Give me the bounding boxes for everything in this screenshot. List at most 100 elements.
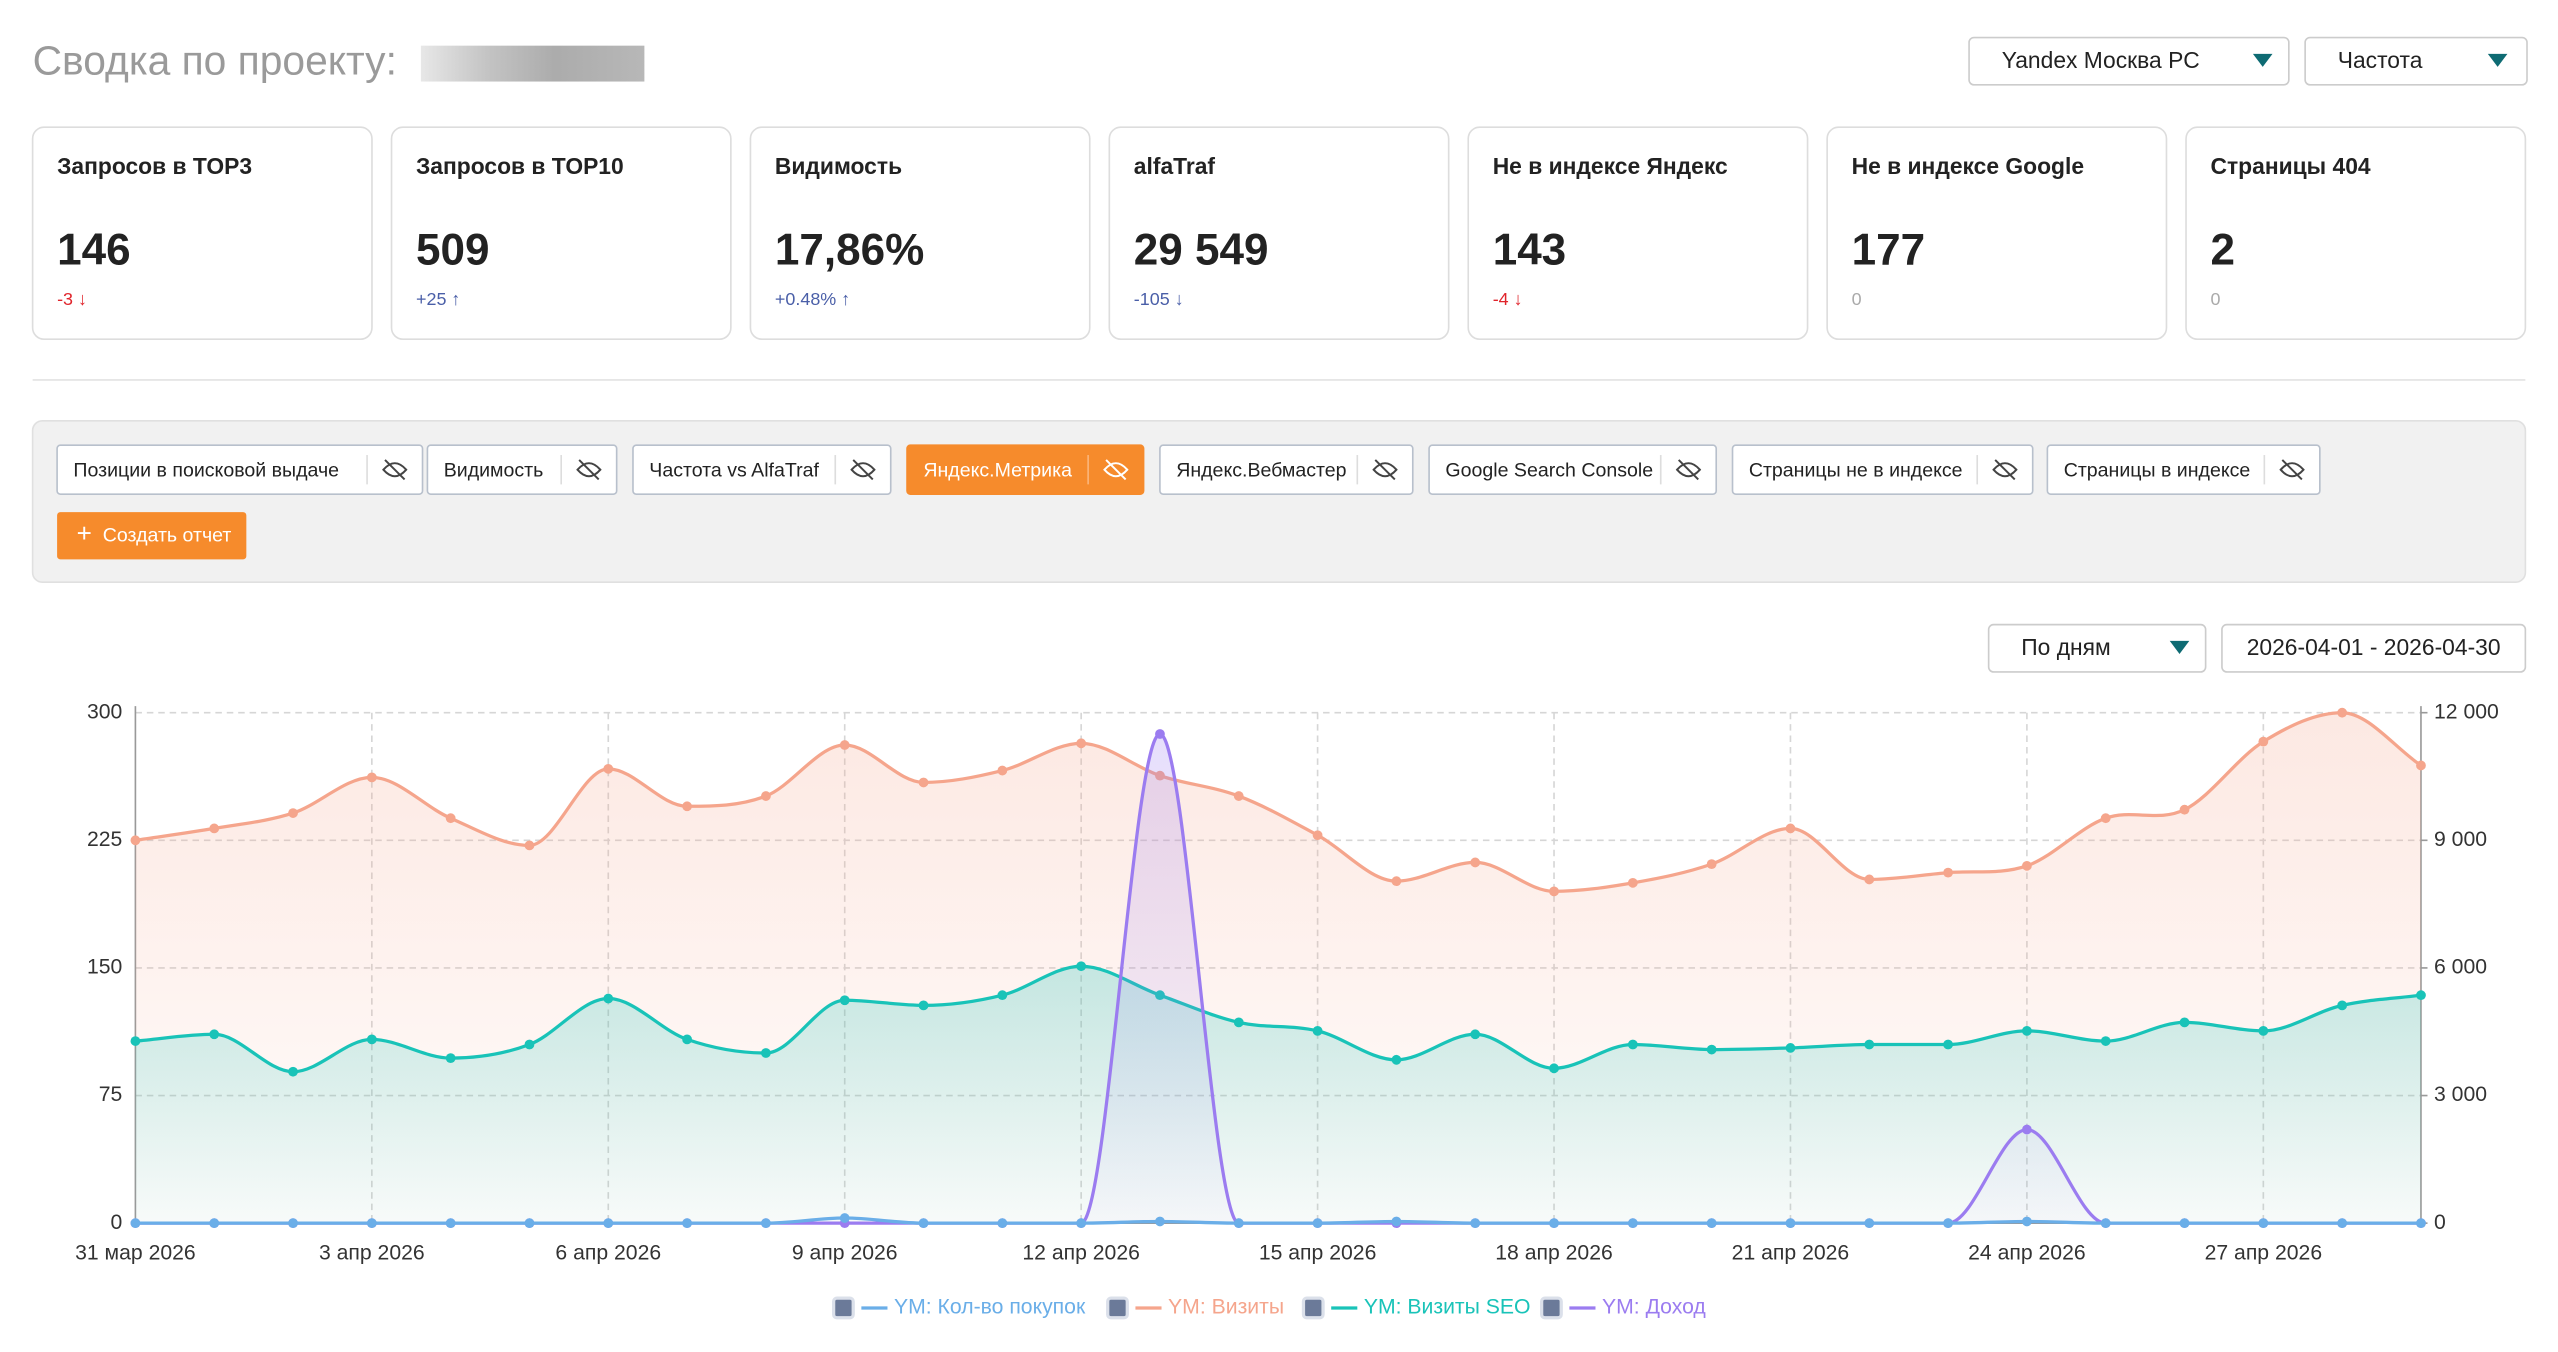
hide-icon[interactable] bbox=[1372, 459, 1398, 481]
y-tick-label: 150 bbox=[87, 956, 122, 979]
cards: Запросов в TOP3 146 -3 ↓ Запросов в TOP10 50… bbox=[31, 126, 2527, 341]
report-tab[interactable]: Google Search Console bbox=[1428, 444, 1718, 495]
data-point bbox=[2416, 990, 2426, 1001]
legend-item[interactable]: YM: Визиты SEO bbox=[1301, 1296, 1530, 1320]
data-point bbox=[209, 1218, 220, 1229]
data-point bbox=[130, 1036, 141, 1046]
data-point bbox=[682, 1034, 692, 1045]
report-tab[interactable]: Яндекс.Метрика bbox=[906, 444, 1145, 495]
data-point bbox=[2416, 760, 2426, 771]
data-point bbox=[1391, 1054, 1402, 1065]
x-tick-label: 31 мар 2026 bbox=[75, 1242, 196, 1265]
create-report-button[interactable]: + Создать отчет bbox=[57, 512, 247, 560]
data-point bbox=[1391, 876, 1402, 887]
data-point bbox=[1076, 738, 1087, 749]
report-tab[interactable]: Видимость bbox=[426, 444, 618, 495]
tab-label: Страницы в индексе bbox=[2064, 459, 2251, 481]
data-point bbox=[1470, 857, 1481, 868]
data-point bbox=[366, 772, 377, 783]
data-point bbox=[603, 763, 614, 774]
hide-icon[interactable] bbox=[1675, 459, 1702, 481]
hide-icon[interactable] bbox=[382, 459, 408, 481]
legend-checkbox bbox=[1106, 1296, 1129, 1320]
data-point bbox=[1864, 874, 1875, 885]
data-point bbox=[839, 995, 850, 1006]
hide-icon[interactable] bbox=[850, 459, 876, 481]
data-point bbox=[839, 1213, 850, 1223]
x-tick-label: 18 апр 2026 bbox=[1495, 1242, 1613, 1265]
y-tick-label: 225 bbox=[87, 828, 122, 851]
data-point bbox=[1470, 1029, 1481, 1040]
card-title: Запросов в TOP3 bbox=[57, 153, 252, 179]
metric-dropdown[interactable]: Частота bbox=[2304, 36, 2528, 86]
tab-frame bbox=[632, 444, 892, 495]
report-tab[interactable]: Частота vs AlfaTraf bbox=[632, 444, 892, 495]
data-point bbox=[1627, 1039, 1638, 1050]
x-tick-label: 12 апр 2026 bbox=[1022, 1242, 1140, 1265]
hide-icon[interactable] bbox=[1992, 459, 2018, 481]
metric-card: Запросов в TOP10 509 +25 ↑ bbox=[390, 126, 732, 341]
series-area bbox=[135, 966, 2421, 1224]
report-tab[interactable]: Позиции в поисковой выдаче bbox=[56, 444, 424, 495]
report-tab[interactable]: Яндекс.Вебмастер bbox=[1159, 444, 1414, 495]
data-point bbox=[130, 835, 141, 846]
data-point bbox=[682, 1218, 692, 1229]
x-tick-label: 15 апр 2026 bbox=[1259, 1242, 1377, 1265]
y2-tick-label: 12 000 bbox=[2434, 700, 2499, 723]
card-value: 509 bbox=[416, 225, 489, 274]
data-point bbox=[2179, 804, 2190, 815]
x-tick-label: 3 апр 2026 bbox=[319, 1242, 425, 1265]
card-title: alfaTraf bbox=[1134, 153, 1216, 179]
report-tab[interactable]: Страницы не в индексе bbox=[1731, 444, 2034, 495]
page-title: Сводка по проекту: bbox=[33, 37, 397, 83]
data-point bbox=[1785, 823, 1796, 834]
legend-item[interactable]: YM: Кол-во покупок bbox=[832, 1296, 1086, 1320]
report-tab[interactable]: Страницы в индексе bbox=[2046, 444, 2321, 495]
data-point bbox=[1706, 1044, 1717, 1055]
data-point bbox=[366, 1218, 377, 1229]
data-point bbox=[1076, 961, 1087, 972]
tab-frame bbox=[1159, 444, 1414, 495]
hide-icon[interactable] bbox=[576, 459, 602, 481]
dropdown-value: Yandex Москва PC bbox=[2002, 47, 2200, 73]
card-value: 29 549 bbox=[1134, 225, 1269, 274]
x-tick-label: 27 апр 2026 bbox=[2205, 1242, 2323, 1265]
data-point bbox=[997, 990, 1008, 1001]
hide-icon[interactable] bbox=[1103, 459, 1129, 481]
date-range-picker[interactable]: 2026-04-01 - 2026-04-30 bbox=[2221, 623, 2527, 673]
tab-frame bbox=[906, 444, 1145, 495]
data-point bbox=[682, 801, 692, 812]
legend-checkbox bbox=[1301, 1296, 1325, 1320]
legend-item[interactable]: YM: Визиты bbox=[1106, 1296, 1284, 1320]
tabs: Позиции в поисковой выдаче Видимость Часто… bbox=[56, 444, 2321, 495]
dropdown-value: По дням bbox=[2021, 634, 2110, 660]
card-frame bbox=[1467, 126, 1809, 341]
legend-checkbox bbox=[1540, 1296, 1563, 1320]
data-point bbox=[1312, 1025, 1323, 1036]
data-point bbox=[2022, 1124, 2032, 1135]
tab-frame bbox=[1731, 444, 2034, 495]
dropdown-value: Частота bbox=[2338, 47, 2423, 73]
region-dropdown[interactable]: Yandex Москва PC bbox=[1968, 36, 2290, 86]
card-change: -4 ↓ bbox=[1493, 289, 1523, 309]
period-dropdown[interactable]: По дням bbox=[1987, 623, 2207, 673]
data-point bbox=[445, 813, 456, 824]
x-tick-label: 6 апр 2026 bbox=[555, 1242, 661, 1265]
data-point bbox=[366, 1034, 377, 1045]
data-point bbox=[445, 1053, 456, 1064]
card-value: 2 bbox=[2211, 225, 2236, 274]
legend-item[interactable]: YM: Доход bbox=[1540, 1296, 1706, 1320]
legend-label: YM: Доход bbox=[1602, 1296, 1706, 1319]
y-tick-label: 300 bbox=[87, 700, 122, 723]
data-point bbox=[1391, 1216, 1402, 1227]
y2-tick-label: 6 000 bbox=[2434, 956, 2487, 979]
data-point bbox=[1470, 1218, 1481, 1229]
data-point bbox=[761, 791, 771, 801]
data-point bbox=[1233, 791, 1244, 801]
card-frame bbox=[31, 126, 373, 341]
card-frame bbox=[1826, 126, 2168, 341]
card-change: 0 bbox=[1852, 289, 1862, 309]
plus-icon: + bbox=[77, 518, 92, 548]
hide-icon[interactable] bbox=[2279, 459, 2305, 481]
data-point bbox=[603, 993, 614, 1004]
